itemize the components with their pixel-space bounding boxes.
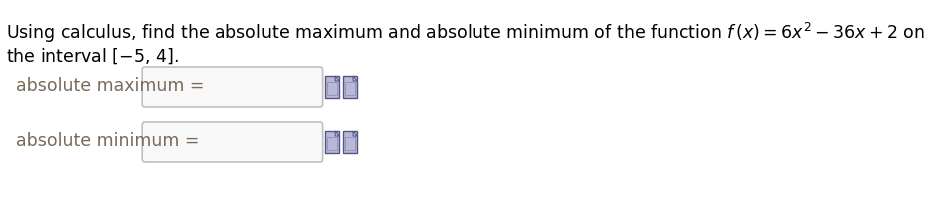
Text: Using calculus, find the absolute maximum and absolute minimum of the function $: Using calculus, find the absolute maximu… (7, 21, 925, 45)
FancyBboxPatch shape (325, 76, 339, 98)
Text: absolute maximum =: absolute maximum = (16, 77, 204, 95)
Polygon shape (353, 131, 357, 136)
FancyBboxPatch shape (142, 67, 323, 107)
Text: absolute minimum =: absolute minimum = (16, 132, 199, 150)
Text: the interval $[-5,\,4]$.: the interval $[-5,\,4]$. (7, 46, 180, 65)
FancyBboxPatch shape (325, 131, 339, 153)
FancyBboxPatch shape (343, 76, 357, 98)
FancyBboxPatch shape (142, 122, 323, 162)
Polygon shape (353, 76, 357, 81)
Polygon shape (335, 131, 339, 136)
FancyBboxPatch shape (343, 131, 357, 153)
Polygon shape (335, 76, 339, 81)
